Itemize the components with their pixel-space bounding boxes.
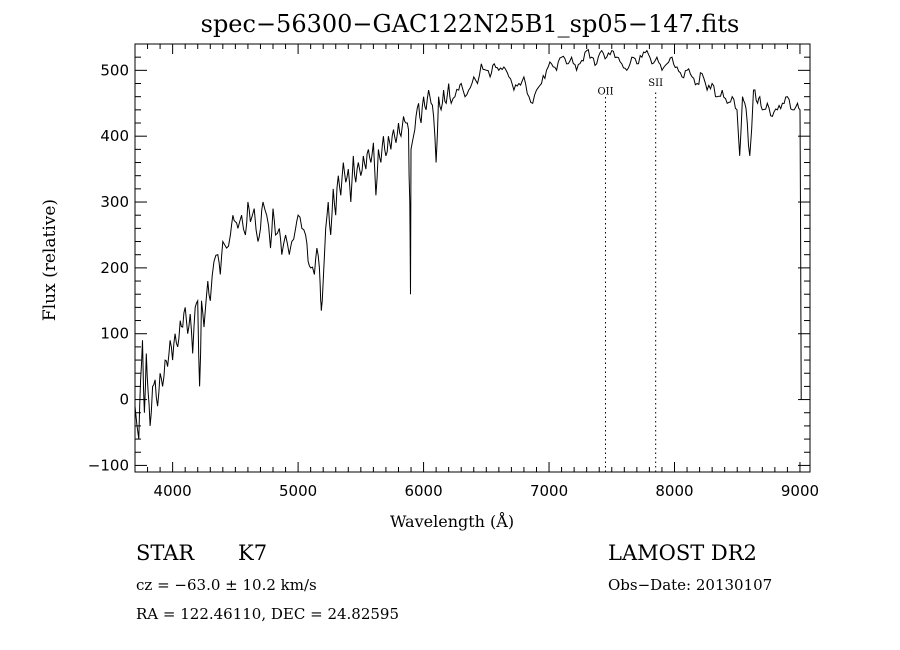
y-tick-label: 300 <box>100 193 129 211</box>
y-tick-label: −100 <box>88 456 129 474</box>
spectrum-line <box>134 48 802 440</box>
x-axis-label: Wavelength (Å) <box>390 512 515 531</box>
chart-title: spec−56300−GAC122N25B1_sp05−147.fits <box>200 10 740 38</box>
y-tick-label: 500 <box>100 61 129 79</box>
plot-border <box>134 43 811 473</box>
plot-frame <box>134 43 811 473</box>
axis-ticks: 4000 5000 6000 7000 8000 9000 −100 0 100 200 300 40… <box>88 44 819 500</box>
ra-dec-coordinates: RA = 122.46110, DEC = 24.82595 <box>136 605 400 623</box>
y-tick-label: 100 <box>100 325 129 343</box>
object-type: STAR <box>136 541 195 565</box>
x-tick-label: 8000 <box>655 482 693 500</box>
y-axis-label: Flux (relative) <box>40 198 60 322</box>
data-release: LAMOST DR2 <box>608 541 757 565</box>
marker-label-oii: OII <box>597 87 613 98</box>
object-subclass: K7 <box>238 541 268 565</box>
x-tick-label: 4000 <box>154 482 192 500</box>
y-tick-label: 200 <box>100 259 129 277</box>
y-tick-label: 0 <box>119 391 129 409</box>
emission-line-markers: OII SII <box>597 78 663 472</box>
observation-date: Obs−Date: 20130107 <box>608 576 773 594</box>
x-tick-label: 7000 <box>530 482 568 500</box>
x-tick-label: 6000 <box>404 482 442 500</box>
marker-label-sii: SII <box>648 78 663 89</box>
x-tick-label: 9000 <box>781 482 819 500</box>
y-tick-label: 400 <box>100 127 129 145</box>
x-tick-label: 5000 <box>279 482 317 500</box>
redshift-velocity: cz = −63.0 ± 10.2 km/s <box>136 576 317 594</box>
